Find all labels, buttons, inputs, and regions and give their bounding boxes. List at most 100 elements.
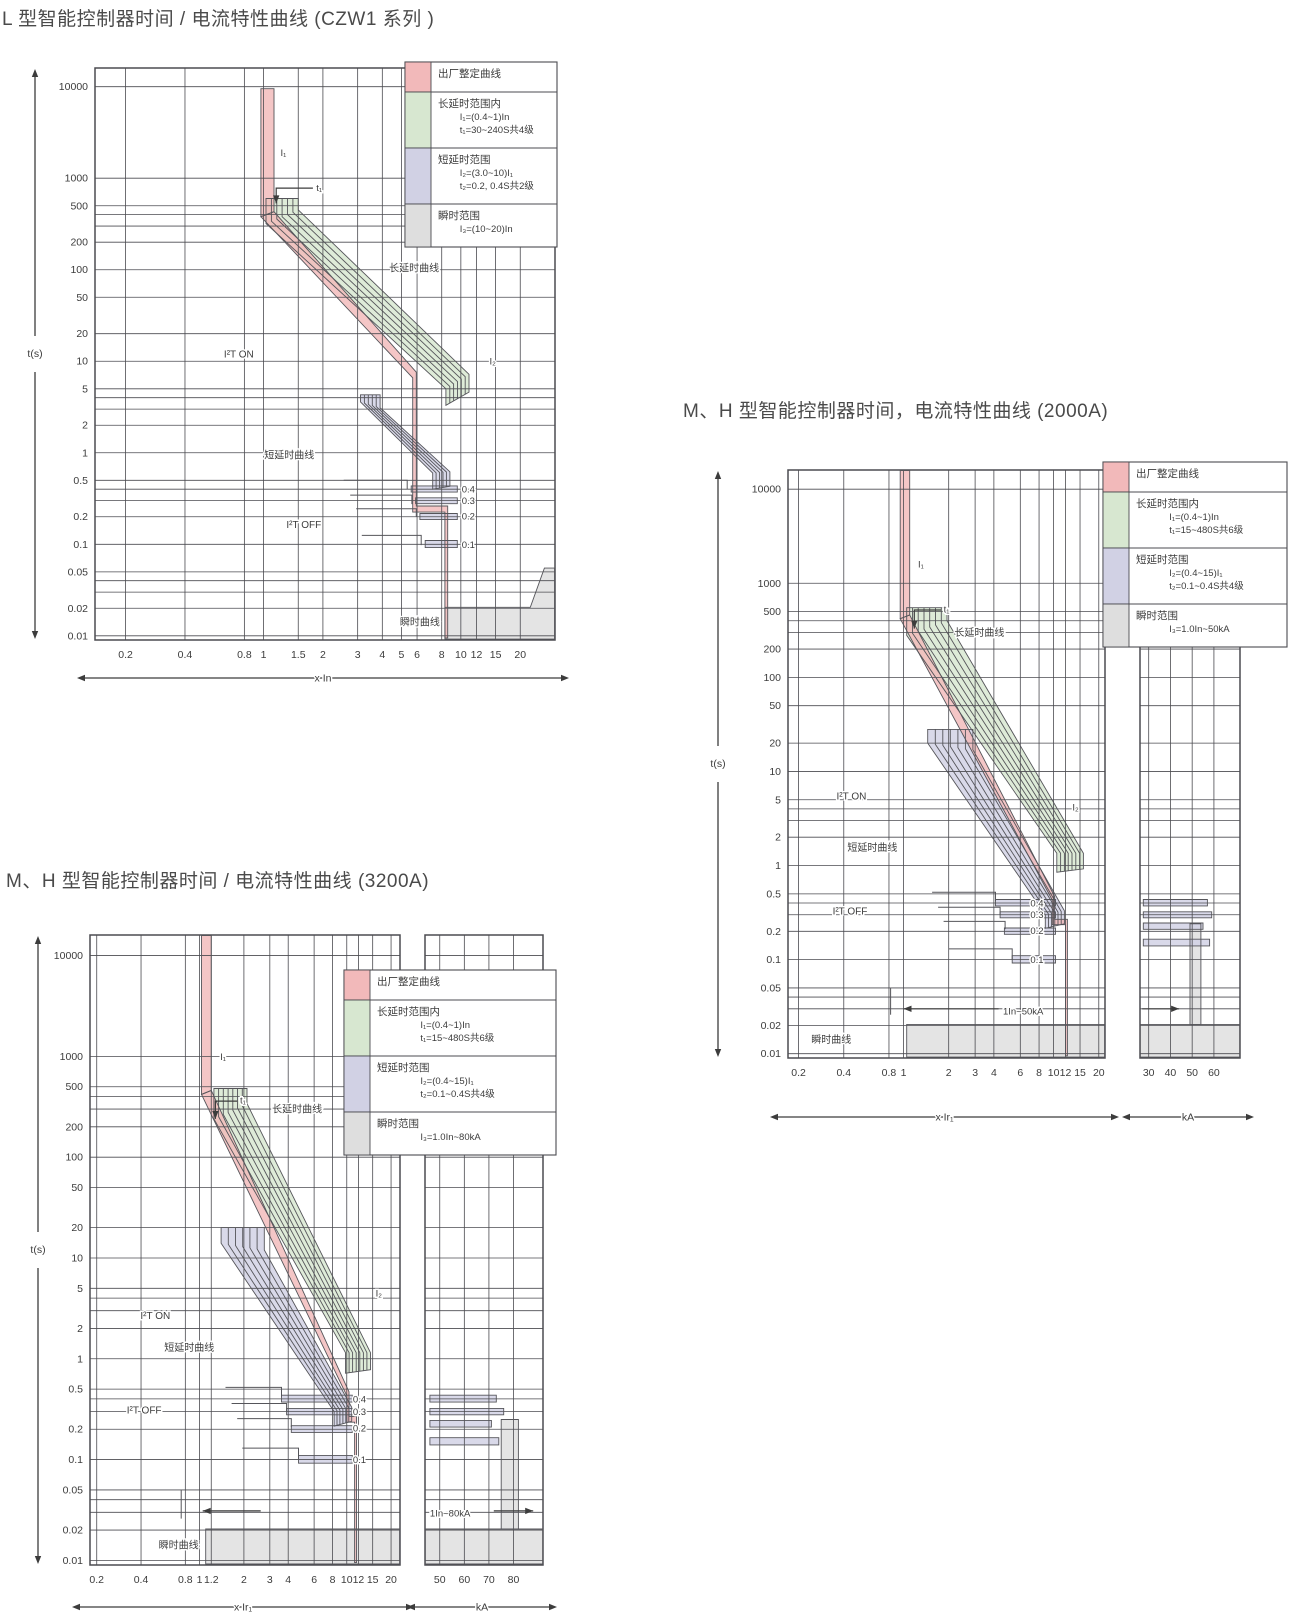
legend-formula: t₁=15~480S共6级 bbox=[420, 1032, 494, 1044]
svg-text:0.8: 0.8 bbox=[237, 649, 252, 661]
svg-text:10000: 10000 bbox=[54, 950, 83, 962]
chart1-title: L 型智能控制器时间 / 电流特性曲线 (CZW1 系列 ) bbox=[2, 9, 435, 30]
svg-text:0.2: 0.2 bbox=[118, 649, 133, 661]
legend-label-1: 出厂整定曲线 bbox=[438, 67, 501, 80]
svg-text:0.02: 0.02 bbox=[761, 1020, 782, 1032]
svg-text:1000: 1000 bbox=[60, 1051, 84, 1063]
legend-label-4: 瞬时范围 bbox=[377, 1117, 419, 1130]
annotation-text: 长延时曲线 bbox=[954, 626, 1004, 639]
annotation-text: t₁ bbox=[240, 1095, 246, 1106]
annotation-text: 0.2 bbox=[1030, 926, 1043, 937]
band-fill-inst_b bbox=[425, 1529, 543, 1564]
svg-text:4: 4 bbox=[379, 649, 385, 661]
legend-label-4: 瞬时范围 bbox=[438, 209, 480, 222]
curve-outlines bbox=[180, 935, 544, 1565]
svg-text:0.8: 0.8 bbox=[882, 1067, 897, 1079]
annotation-text: 0.3 bbox=[462, 496, 475, 507]
chart-1: 10000 1000 500 200 100 50 20 10 5 2 1 0.5 0.2 0.1 0.05… bbox=[27, 61, 569, 686]
annotation-text: I₁ bbox=[220, 1052, 226, 1063]
band-fill-inst_a bbox=[205, 1529, 400, 1564]
svg-text:12: 12 bbox=[471, 649, 483, 661]
annotation-text: 长延时曲线 bbox=[272, 1103, 322, 1116]
legend-swatch-1 bbox=[1102, 461, 1130, 493]
band-fill-inst_a bbox=[444, 568, 555, 640]
chart2-title: M、H 型智能控制器时间，电流特性曲线 (2000A) bbox=[683, 401, 1109, 422]
svg-text:100: 100 bbox=[65, 1152, 83, 1164]
svg-text:0.2: 0.2 bbox=[89, 1574, 104, 1586]
svg-text:80: 80 bbox=[508, 1574, 520, 1586]
svg-text:2: 2 bbox=[77, 1323, 83, 1335]
legend-formula: t₁=30~240S共4级 bbox=[460, 124, 534, 136]
annotation-text: 0.1 bbox=[462, 540, 475, 551]
svg-text:0.01: 0.01 bbox=[63, 1555, 84, 1567]
annotation-text: 长延时曲线 bbox=[389, 261, 439, 274]
legend-formula: I₂=(0.4~15)I₁ bbox=[1169, 568, 1222, 579]
annotation-text: 短延时曲线 bbox=[164, 1341, 214, 1354]
svg-text:6: 6 bbox=[1017, 1067, 1023, 1079]
band-fill-short_delay bbox=[927, 729, 1065, 929]
svg-text:0.1: 0.1 bbox=[73, 539, 88, 551]
legend-swatch-3 bbox=[1102, 547, 1130, 605]
band-fill-sd_rects_ka bbox=[429, 1420, 492, 1428]
svg-text:0.1: 0.1 bbox=[68, 1454, 83, 1466]
legend-formula: I₂=(3.0~10)I₁ bbox=[460, 168, 513, 179]
annotation-text: I₁ bbox=[918, 560, 924, 571]
svg-text:20: 20 bbox=[769, 738, 781, 750]
chart3-title: M、H 型智能控制器时间 / 电流特性曲线 (3200A) bbox=[6, 871, 430, 892]
legend-label-3: 短延时范围 bbox=[438, 153, 491, 166]
svg-text:50: 50 bbox=[769, 700, 781, 712]
y-axis-label: t(s) bbox=[30, 1244, 45, 1256]
annotation-text: I²T ON bbox=[140, 1311, 170, 1322]
legend-formula: I₃=1.0In~50kA bbox=[1169, 624, 1230, 635]
svg-text:3: 3 bbox=[267, 1574, 273, 1586]
svg-text:5: 5 bbox=[82, 383, 88, 395]
svg-text:0.5: 0.5 bbox=[73, 475, 88, 487]
svg-text:30: 30 bbox=[1143, 1067, 1155, 1079]
svg-text:1: 1 bbox=[775, 860, 781, 872]
annotation-text: 短延时曲线 bbox=[264, 448, 314, 461]
curve-outlines bbox=[890, 470, 1241, 1058]
svg-text:10000: 10000 bbox=[59, 81, 88, 93]
svg-text:8: 8 bbox=[1036, 1067, 1042, 1079]
annotation-text: 瞬时曲线 bbox=[159, 1539, 199, 1552]
svg-text:0.4: 0.4 bbox=[134, 1574, 149, 1586]
annotation-text: 0.1 bbox=[353, 1455, 366, 1466]
legend-swatch-3 bbox=[404, 147, 432, 205]
svg-text:40: 40 bbox=[1165, 1067, 1177, 1079]
svg-text:10: 10 bbox=[71, 1252, 83, 1264]
x-axis-label: kA bbox=[476, 1602, 488, 1614]
band-fill-factory_strip bbox=[900, 470, 910, 619]
annotation-text: 0.3 bbox=[353, 1407, 366, 1418]
svg-text:15: 15 bbox=[1074, 1067, 1086, 1079]
legend-formula: I₁=(0.4~1)In bbox=[420, 1020, 470, 1031]
svg-text:4: 4 bbox=[285, 1574, 291, 1586]
annotation-text: 瞬时曲线 bbox=[400, 615, 440, 628]
annotation-text: I²T OFF bbox=[833, 906, 868, 917]
svg-text:50: 50 bbox=[1186, 1067, 1198, 1079]
svg-text:50: 50 bbox=[76, 292, 88, 304]
svg-text:15: 15 bbox=[490, 649, 502, 661]
svg-text:100: 100 bbox=[763, 672, 781, 684]
band-fill-factory_strip bbox=[201, 935, 212, 1095]
legend-formula: t₂=0.2, 0.4S共2级 bbox=[460, 180, 535, 192]
legend-swatch-2 bbox=[343, 999, 371, 1057]
annotation-text: 0.4 bbox=[353, 1394, 366, 1405]
svg-text:20: 20 bbox=[76, 328, 88, 340]
svg-text:10000: 10000 bbox=[752, 484, 781, 496]
legend-formula: t₂=0.1~0.4S共4级 bbox=[420, 1088, 495, 1100]
x-axis-label: x Ir₁ bbox=[234, 1602, 253, 1614]
legend-formula: I₁=(0.4~1)In bbox=[460, 112, 510, 123]
x-axis-label: x In bbox=[315, 673, 332, 685]
svg-text:10: 10 bbox=[76, 356, 88, 368]
legend-swatch-2 bbox=[1102, 491, 1130, 549]
svg-text:1000: 1000 bbox=[758, 578, 782, 590]
svg-text:0.05: 0.05 bbox=[68, 566, 89, 578]
legend-formula: I₃=(10~20)In bbox=[460, 224, 513, 235]
svg-text:2: 2 bbox=[82, 420, 88, 432]
chart-3: 10000 1000 500 200 100 50 20 10 5 2 1 0.5 0.2 0.1 0.05… bbox=[30, 934, 557, 1615]
axes: 10000 1000 500 200 100 50 20 10 5 2 1 0.5 0.2 0.1 0.05… bbox=[27, 69, 569, 686]
